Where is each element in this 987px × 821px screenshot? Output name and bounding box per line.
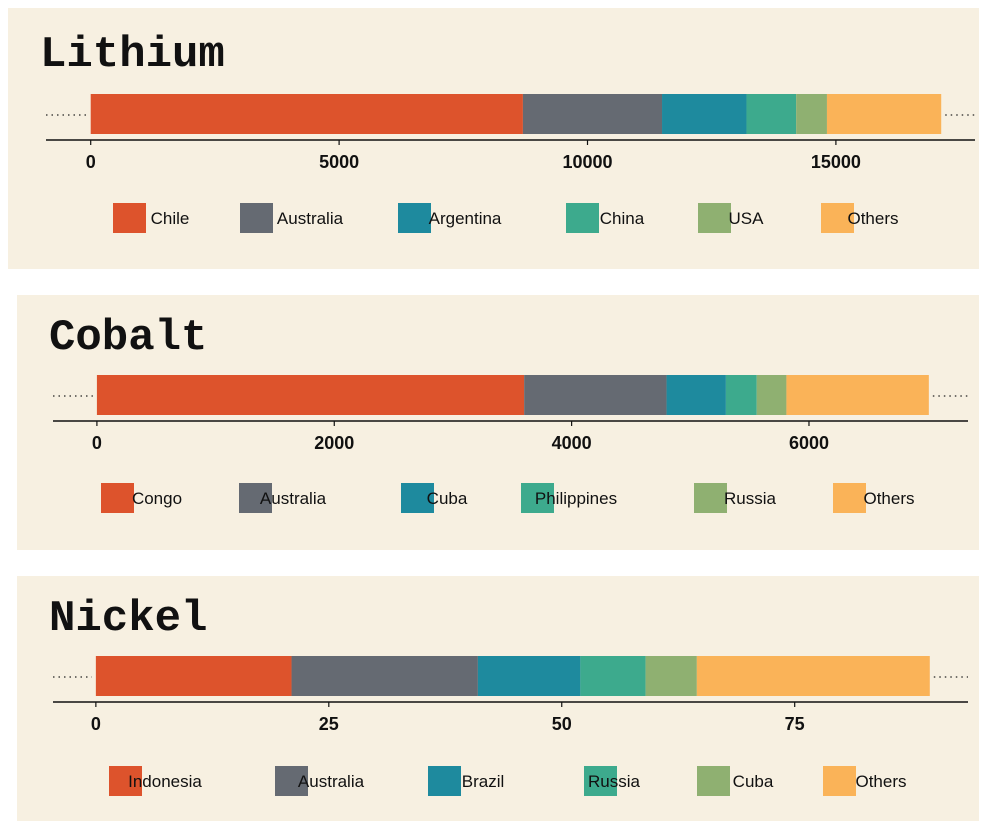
legend-label-others: Others: [863, 489, 914, 508]
x-tick-label: 6000: [789, 433, 829, 453]
bar-segment-russia: [580, 656, 646, 696]
bar-segment-philippines: [725, 375, 757, 415]
legend-label-brazil: Brazil: [462, 772, 505, 791]
x-tick-label: 5000: [319, 152, 359, 172]
legend-swatch-others: [821, 203, 854, 233]
bar-segment-others: [786, 375, 929, 415]
chart-title: Lithium: [40, 30, 225, 80]
legend-label-indonesia: Indonesia: [128, 772, 202, 791]
chart-nickel: Nickel 0 25 50 75 Indonesia Australia Brazil Rus…: [49, 594, 968, 796]
bar-segment-brazil: [477, 656, 581, 696]
chart-lithium: Lithium 0 5000 10000 15000 Chile Australia Arge…: [40, 30, 975, 233]
legend-label-russia: Russia: [724, 489, 777, 508]
x-tick-label: 0: [91, 714, 101, 734]
bar-segment-cuba: [666, 375, 726, 415]
x-tick-label: 75: [785, 714, 805, 734]
legend-label-cuba: Cuba: [427, 489, 468, 508]
x-tick-label: 0: [86, 152, 96, 172]
legend: Chile Australia Argentina China USA Others: [113, 203, 899, 233]
legend-label-others: Others: [855, 772, 906, 791]
bar-segment-usa: [796, 94, 827, 134]
bar-segment-australia: [291, 656, 478, 696]
legend-label-argentina: Argentina: [429, 209, 502, 228]
legend-swatch-congo: [101, 483, 134, 513]
bar-segment-others: [826, 94, 942, 134]
legend-label-others: Others: [847, 209, 898, 228]
legend-swatch-russia: [694, 483, 727, 513]
legend-swatch-brazil: [428, 766, 461, 796]
legend-label-australia: Australia: [260, 489, 327, 508]
legend-swatch-indonesia: [109, 766, 142, 796]
bar-segment-others: [696, 656, 930, 696]
legend: Indonesia Australia Brazil Russia Cuba Others: [109, 766, 907, 796]
bar-segment-congo: [96, 375, 525, 415]
x-tick-label: 2000: [314, 433, 354, 453]
legend-label-australia: Australia: [298, 772, 365, 791]
legend-swatch-argentina: [398, 203, 431, 233]
chart-panel-cobalt: Cobalt 0 2000 4000 6000 Congo Australia Cuba Phi…: [17, 295, 979, 550]
legend: Congo Australia Cuba Philippines Russia Other…: [101, 483, 915, 513]
legend-label-congo: Congo: [132, 489, 182, 508]
legend-label-russia: Russia: [588, 772, 641, 791]
legend-swatch-chile: [113, 203, 146, 233]
bar-segment-chile: [90, 94, 523, 134]
chart-title: Nickel: [49, 594, 207, 644]
bar-segment-cuba: [645, 656, 697, 696]
bar-segment-indonesia: [95, 656, 292, 696]
bar-segment-australia: [522, 94, 663, 134]
x-tick-label: 10000: [562, 152, 612, 172]
bar-segment-china: [746, 94, 797, 134]
bar-segment-russia: [756, 375, 787, 415]
legend-swatch-australia: [239, 483, 272, 513]
x-tick-label: 0: [92, 433, 102, 453]
legend-swatch-usa: [698, 203, 731, 233]
legend-swatch-australia: [240, 203, 273, 233]
legend-swatch-cuba: [401, 483, 434, 513]
chart-cobalt: Cobalt 0 2000 4000 6000 Congo Australia Cuba Phi…: [49, 313, 968, 513]
legend-label-philippines: Philippines: [535, 489, 617, 508]
x-tick-label: 4000: [552, 433, 592, 453]
legend-swatch-others: [823, 766, 856, 796]
legend-label-australia: Australia: [277, 209, 344, 228]
legend-swatch-russia: [584, 766, 617, 796]
x-tick-label: 25: [319, 714, 339, 734]
legend-swatch-china: [566, 203, 599, 233]
legend-swatch-philippines: [521, 483, 554, 513]
bar-segment-australia: [524, 375, 667, 415]
bar-segment-argentina: [662, 94, 747, 134]
legend-label-china: China: [600, 209, 645, 228]
legend-swatch-others: [833, 483, 866, 513]
legend-swatch-australia: [275, 766, 308, 796]
x-tick-label: 50: [552, 714, 572, 734]
chart-title: Cobalt: [49, 313, 207, 363]
legend-label-cuba: Cuba: [733, 772, 774, 791]
legend-label-usa: USA: [729, 209, 765, 228]
chart-panel-lithium: Lithium 0 5000 10000 15000 Chile Australia Arge…: [8, 8, 979, 269]
legend-label-chile: Chile: [151, 209, 190, 228]
x-tick-label: 15000: [811, 152, 861, 172]
legend-swatch-cuba: [697, 766, 730, 796]
chart-panel-nickel: Nickel 0 25 50 75 Indonesia Australia Brazil Rus…: [17, 576, 979, 821]
